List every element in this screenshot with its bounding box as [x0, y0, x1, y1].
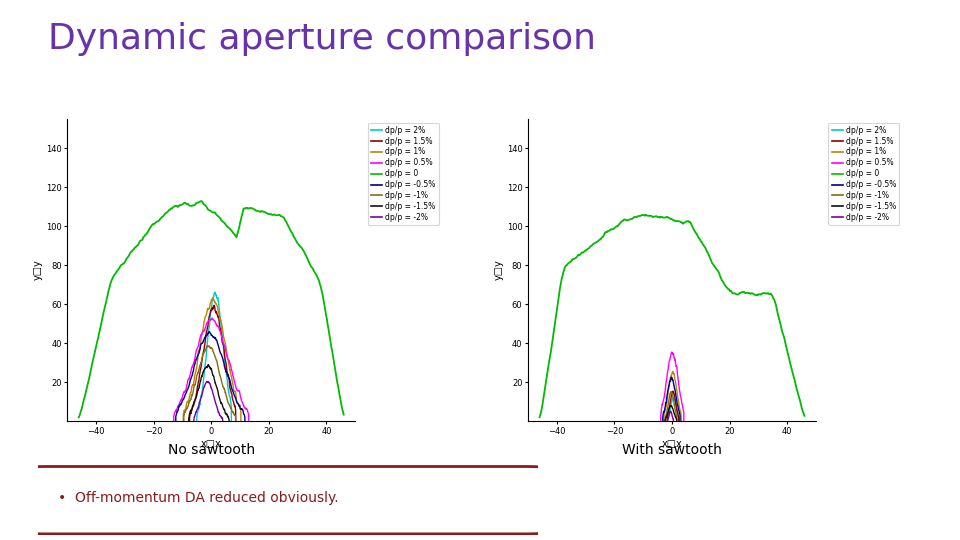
- Legend: dp/p = 2%, dp/p = 1.5%, dp/p = 1%, dp/p = 0.5%, dp/p = 0, dp/p = -0.5%, dp/p = -: dp/p = 2%, dp/p = 1.5%, dp/p = 1%, dp/p …: [828, 123, 900, 225]
- Y-axis label: y□y: y□y: [493, 260, 504, 280]
- Text: With sawtooth: With sawtooth: [622, 443, 722, 457]
- FancyBboxPatch shape: [23, 467, 547, 534]
- Legend: dp/p = 2%, dp/p = 1.5%, dp/p = 1%, dp/p = 0.5%, dp/p = 0, dp/p = -0.5%, dp/p = -: dp/p = 2%, dp/p = 1.5%, dp/p = 1%, dp/p …: [368, 123, 439, 225]
- Y-axis label: y□y: y□y: [33, 260, 43, 280]
- Text: No sawtooth: No sawtooth: [168, 443, 254, 457]
- X-axis label: x□x: x□x: [661, 438, 683, 449]
- X-axis label: x□x: x□x: [201, 438, 222, 449]
- Text: Dynamic aperture comparison: Dynamic aperture comparison: [48, 22, 596, 56]
- Text: •  Off-momentum DA reduced obviously.: • Off-momentum DA reduced obviously.: [59, 491, 339, 505]
